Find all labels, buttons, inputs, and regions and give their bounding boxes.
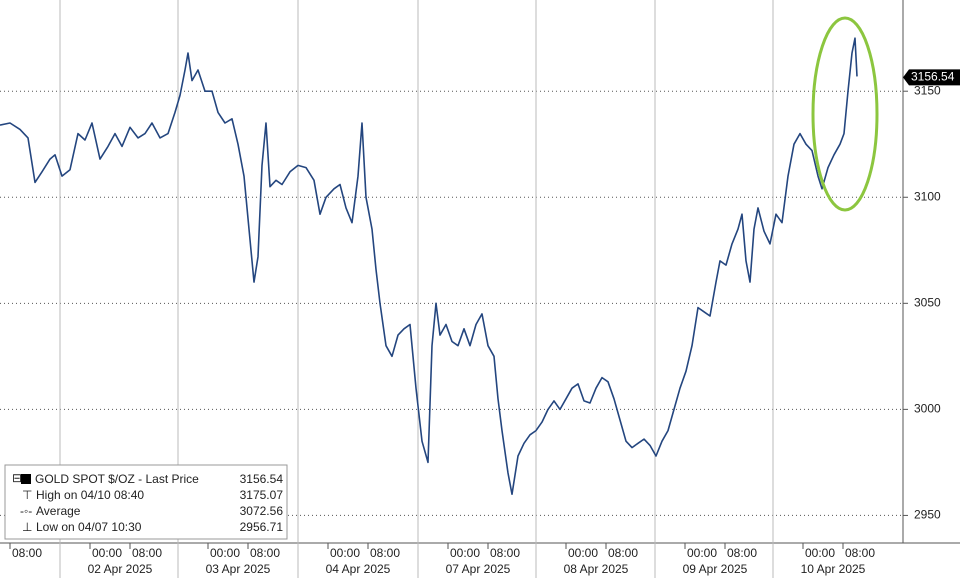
last-price-tag [903,69,960,86]
date-label: 09 Apr 2025 [683,562,748,576]
y-tick-label: 3050 [914,295,941,309]
plot-area [0,0,903,578]
last-price-label: 3156.54 [911,70,955,84]
x-tick-label: 08:00 [12,546,42,560]
legend-icon: ⊥ [22,520,32,534]
legend-label: High on 04/10 08:40 [36,488,144,502]
date-label: 07 Apr 2025 [446,562,511,576]
legend-icon: ⊤ [22,488,32,502]
x-tick-label: 08:00 [608,546,638,560]
x-tick-label: 08:00 [845,546,875,560]
legend-label: Average [36,504,81,518]
date-label: 02 Apr 2025 [88,562,153,576]
x-tick-label: 00:00 [92,546,122,560]
legend-value: 2956.71 [240,520,284,534]
x-tick-label: 00:00 [568,546,598,560]
legend-icon: ⊟ [12,471,22,485]
legend-swatch [21,474,31,484]
y-tick-label: 3100 [914,189,941,203]
x-tick-label: 08:00 [370,546,400,560]
x-tick-label: 00:00 [450,546,480,560]
x-tick-label: 08:00 [490,546,520,560]
date-label: 08 Apr 2025 [564,562,629,576]
legend: ⊟ ⊤ -◦- ⊥ [4,464,288,540]
price-line [0,37,858,495]
x-tick-label: 00:00 [687,546,717,560]
x-tick-label: 08:00 [250,546,280,560]
x-tick-label: 08:00 [132,546,162,560]
legend-value: 3175.07 [240,488,284,502]
date-label: 03 Apr 2025 [206,562,271,576]
date-label: 04 Apr 2025 [326,562,391,576]
legend-value: 3072.56 [240,504,284,518]
x-tick-label: 00:00 [210,546,240,560]
legend-label: GOLD SPOT $/OZ - Last Price [35,472,199,486]
legend-box [4,464,288,540]
x-tick-label: 00:00 [330,546,360,560]
x-tick-label: 00:00 [805,546,835,560]
legend-icon: -◦- [20,504,32,518]
y-tick-label: 3000 [914,402,941,416]
y-tick-label: 3150 [914,83,941,97]
x-tick-label: 08:00 [727,546,757,560]
date-label: 10 Apr 2025 [801,562,866,576]
y-tick-label: 2950 [914,508,941,522]
legend-label: Low on 04/07 10:30 [36,520,142,534]
legend-value: 3156.54 [240,472,284,486]
highlight-ellipse [811,16,879,212]
